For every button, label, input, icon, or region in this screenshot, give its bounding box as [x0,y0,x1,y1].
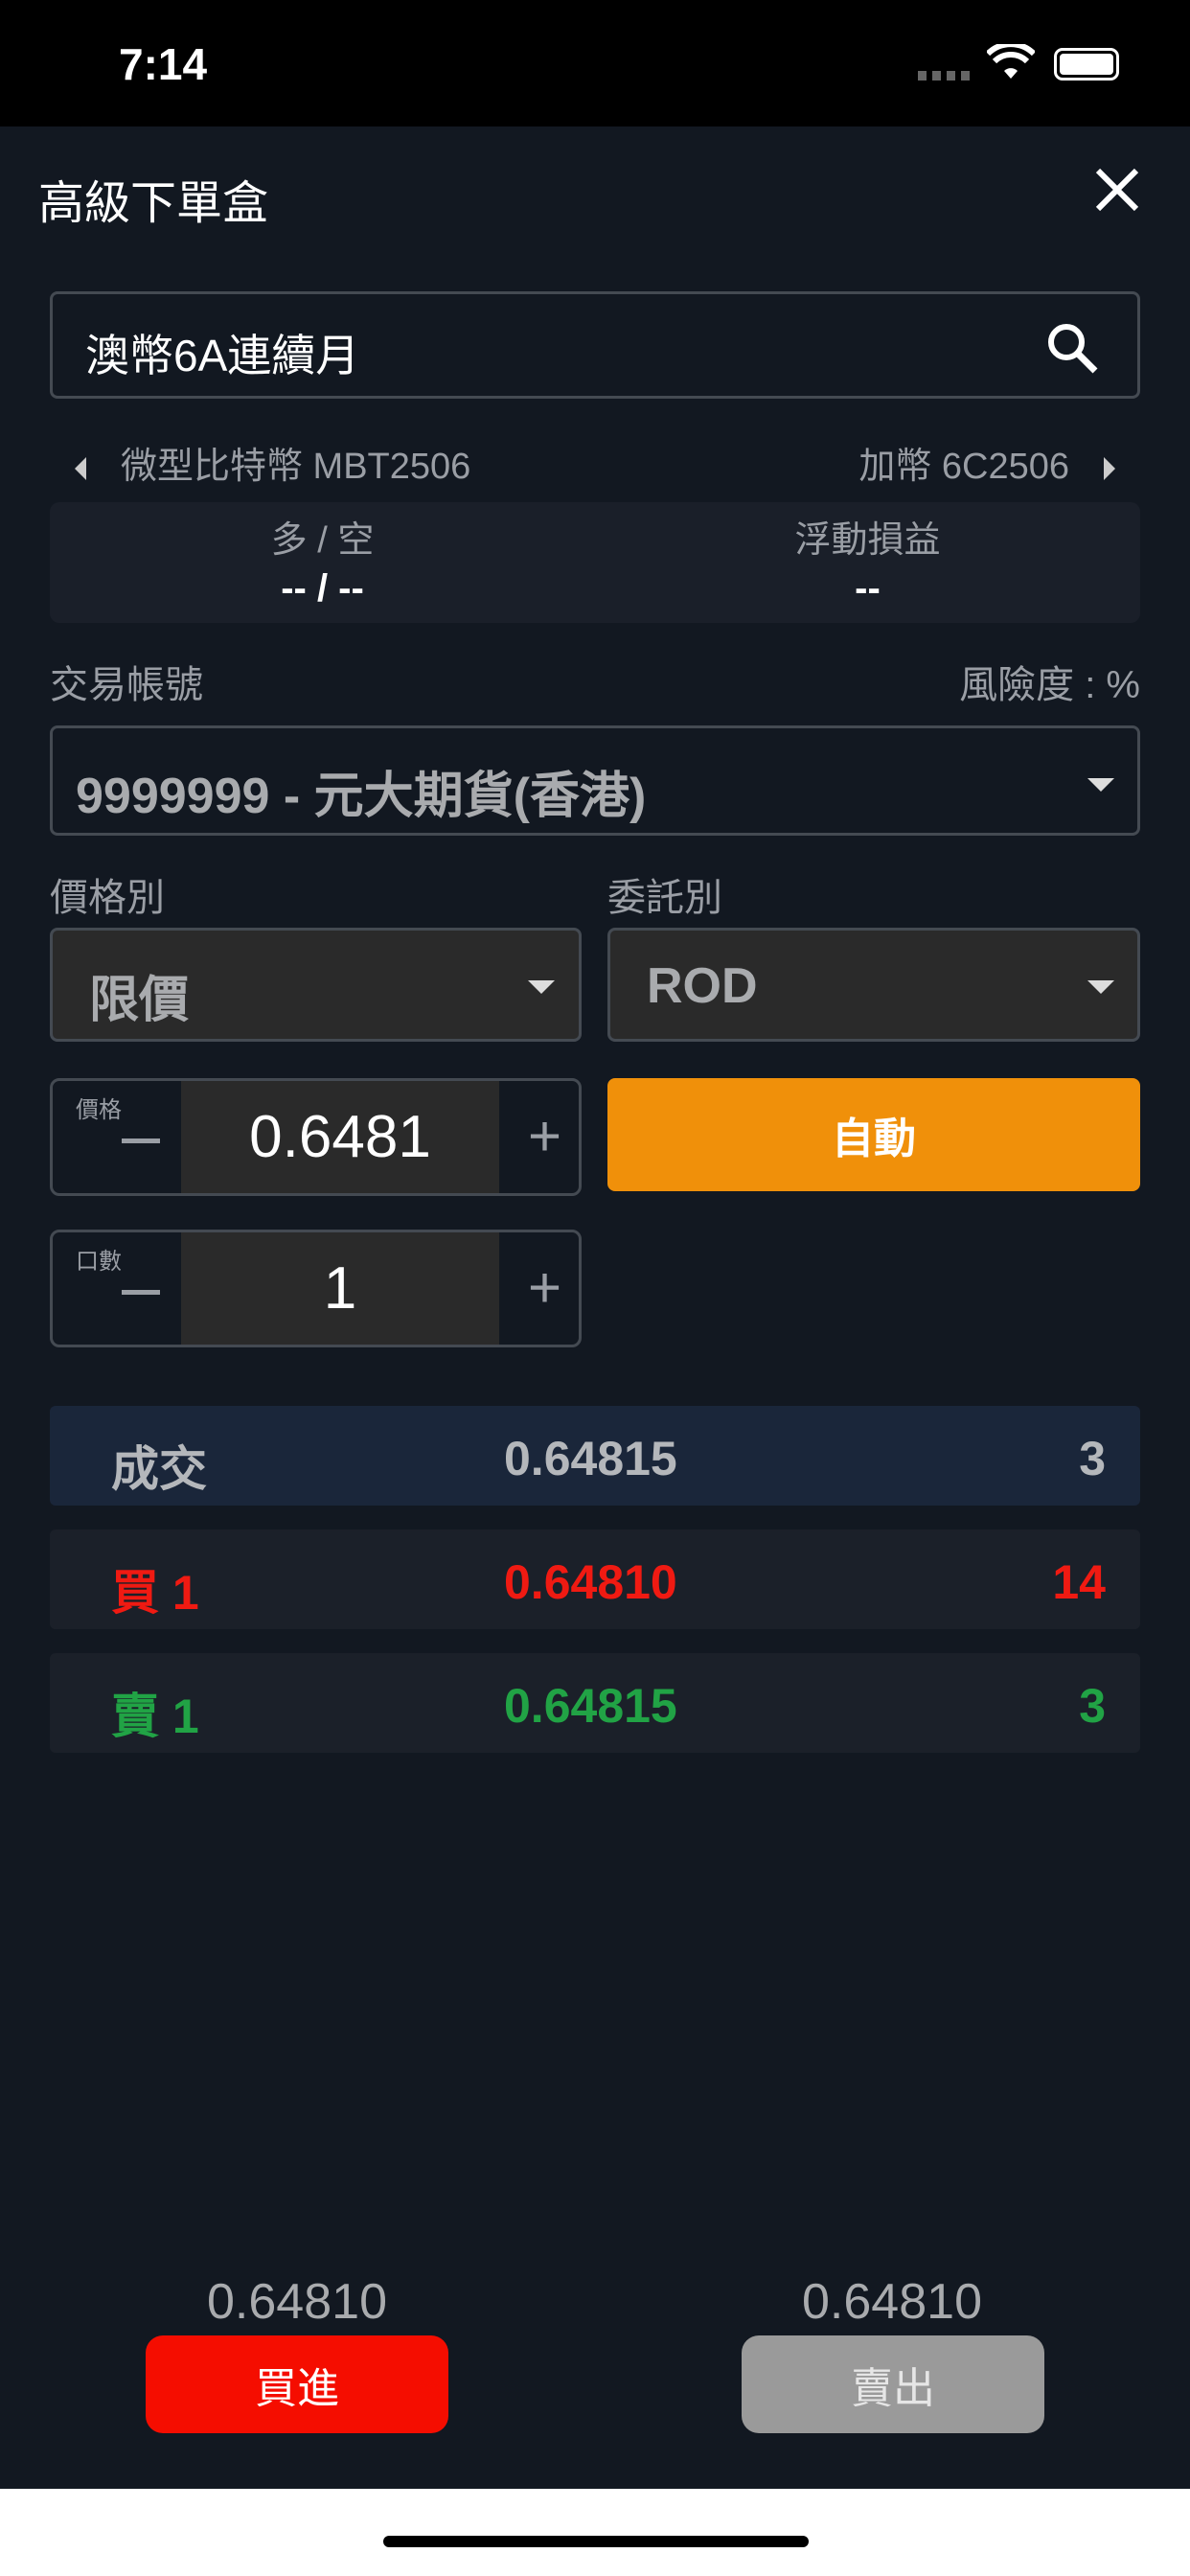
status-bar: 7:14 [0,0,1190,126]
qty-input[interactable]: 1 [181,1232,499,1345]
position-card: 多 / 空 -- / -- 浮動損益 -- [50,502,1140,623]
quote-price: 0.64815 [504,1679,677,1733]
quote-label: 買 1 [111,1566,199,1620]
page-title: 高級下單盒 [38,178,269,229]
quote-price: 0.64810 [504,1555,677,1609]
price-type-select[interactable]: 限價 [50,928,582,1042]
price-stepper-label: 價格 [76,1097,122,1123]
quote-qty: 14 [1052,1555,1106,1609]
caret-down-icon [1087,778,1114,792]
pnl-label: 浮動損益 [794,520,941,561]
signal-icon [918,71,972,80]
price-type-label: 價格別 [50,877,165,919]
qty-stepper: 口數 1 + [50,1230,582,1347]
qty-stepper-label: 口數 [76,1249,122,1275]
price-input[interactable]: 0.6481 [181,1081,499,1193]
home-indicator[interactable] [383,2536,809,2547]
close-icon[interactable] [1092,165,1142,215]
buy-button[interactable]: 買進 [146,2335,448,2433]
caret-left-icon [75,456,86,480]
order-type-select[interactable]: ROD [607,928,1140,1042]
caret-down-icon [528,980,555,994]
auto-button[interactable]: 自動 [607,1078,1140,1191]
order-type-value: ROD [647,958,758,1014]
search-value: 澳幣6A連續月 [85,331,360,380]
status-time: 7:14 [119,39,208,89]
wifi-icon [987,44,1035,79]
quote-price: 0.64815 [504,1432,677,1485]
prev-product-button[interactable]: 微型比特幣 MBT2506 [75,436,470,489]
pnl-value: -- [855,567,881,610]
order-type-label: 委託別 [607,877,722,919]
quote-row-bid: 買 1 0.64810 14 [50,1530,1140,1629]
quote-label: 賣 1 [111,1690,199,1743]
prev-product-label: 微型比特幣 MBT2506 [121,447,471,487]
qty-plus-button[interactable]: + [528,1255,562,1320]
product-search-input[interactable]: 澳幣6A連續月 [50,291,1140,399]
quote-qty: 3 [1079,1679,1106,1733]
caret-right-icon [1104,456,1115,480]
home-indicator-area [0,2489,1190,2576]
account-select[interactable]: 9999999 - 元大期貨(香港) [50,725,1140,836]
price-type-value: 限價 [89,973,190,1028]
quote-row-last: 成交 0.64815 3 [50,1406,1140,1506]
sell-button[interactable]: 賣出 [742,2335,1044,2433]
caret-down-icon [1087,980,1114,994]
next-product-button[interactable]: 加幣 6C2506 [858,436,1115,489]
buy-price: 0.64810 [207,2274,387,2330]
long-short-label: 多 / 空 [270,520,375,561]
quote-row-ask: 賣 1 0.64815 3 [50,1653,1140,1753]
qty-minus-button[interactable] [122,1290,160,1295]
account-value: 9999999 - 元大期貨(香港) [76,769,647,824]
sell-price: 0.64810 [802,2274,982,2330]
battery-icon [1054,48,1119,80]
price-minus-button[interactable] [122,1138,160,1143]
long-short-value: -- / -- [281,567,364,610]
price-stepper: 價格 0.6481 + [50,1078,582,1196]
account-label: 交易帳號 [50,664,203,706]
price-plus-button[interactable]: + [528,1104,562,1168]
search-icon[interactable] [1045,321,1099,375]
next-product-label: 加幣 6C2506 [858,447,1069,487]
quote-label: 成交 [111,1442,207,1496]
risk-label: 風險度 : % [959,664,1140,706]
quote-qty: 3 [1079,1432,1106,1485]
